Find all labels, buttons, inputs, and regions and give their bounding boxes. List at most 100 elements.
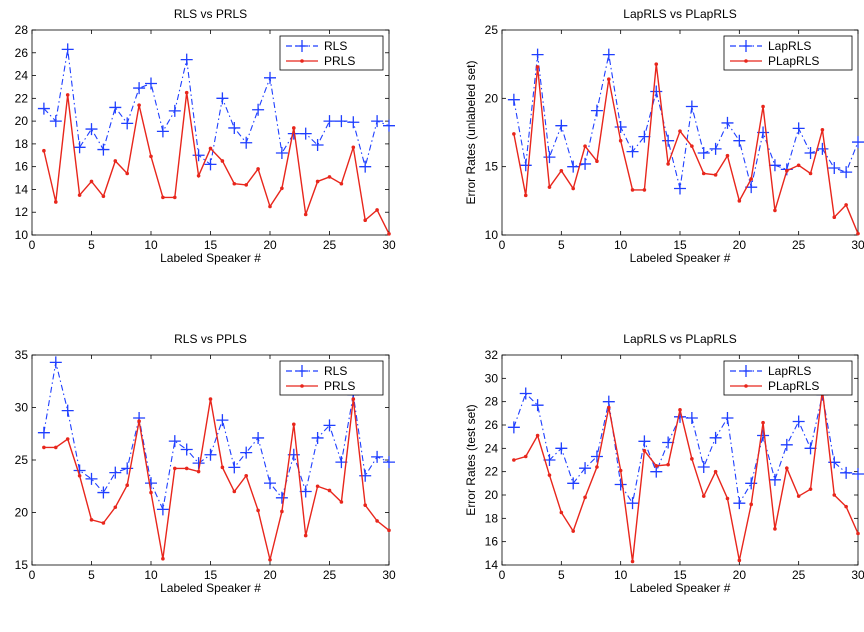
data-point-dot (220, 465, 225, 470)
data-point-plus (638, 435, 651, 448)
y-tick-label: 25 (15, 453, 29, 467)
data-point-plus (85, 472, 98, 485)
data-point-plus (614, 121, 627, 134)
data-point-dot (583, 495, 587, 500)
data-point-dot (844, 203, 848, 207)
x-tick-label: 30 (382, 568, 396, 582)
data-point-plus (97, 486, 110, 499)
data-point-plus (228, 121, 241, 134)
x-axis-label: Labeled Speaker # (630, 251, 731, 265)
x-tick-label: 10 (144, 238, 158, 252)
y-tick-label: 16 (485, 535, 499, 549)
series-line-1 (513, 54, 859, 189)
data-point-dot (618, 468, 623, 473)
data-point-plus (590, 104, 603, 117)
data-point-dot (54, 200, 58, 204)
data-point-dot (725, 496, 730, 501)
data-point-plus (543, 151, 556, 164)
data-point-plus (602, 48, 615, 61)
y-tick-label: 24 (485, 441, 499, 455)
data-point-plus (840, 466, 853, 479)
data-point-plus (37, 102, 50, 115)
data-point-dot (820, 127, 825, 132)
x-tick-label: 20 (263, 568, 277, 582)
data-point-plus (579, 462, 592, 475)
data-point-plus (662, 436, 675, 449)
data-point-plus (579, 157, 592, 170)
data-point-dot (832, 493, 837, 497)
data-point-plus (650, 465, 663, 478)
data-point-dot (280, 186, 284, 191)
data-point-dot (208, 146, 213, 151)
x-tick-label: 30 (851, 568, 864, 582)
legend-label: PRLS (324, 54, 355, 68)
data-point-dot (630, 188, 635, 192)
legend-marker-dot (744, 384, 748, 388)
data-point-plus (323, 115, 336, 128)
data-point-plus (555, 119, 568, 132)
data-point-plus (816, 142, 829, 155)
data-point-plus (852, 136, 864, 149)
data-point-plus (685, 100, 698, 113)
data-point-dot (749, 177, 753, 181)
data-point-dot (749, 502, 753, 507)
y-tick-label: 35 (15, 348, 29, 362)
data-point-dot (773, 208, 777, 213)
data-point-dot (523, 193, 528, 198)
legend-label: LapRLS (768, 364, 811, 378)
data-point-dot (184, 466, 189, 471)
data-point-dot (161, 556, 165, 561)
data-point-dot (327, 488, 332, 493)
legend-marker-dot (300, 384, 304, 388)
data-point-dot (737, 558, 742, 563)
data-point-dot (65, 437, 70, 441)
data-point-dot (149, 490, 153, 495)
y-tick-label: 22 (485, 465, 499, 479)
data-point-plus (531, 48, 544, 61)
data-point-dot (547, 473, 552, 477)
data-point-plus (733, 497, 746, 510)
x-tick-label: 0 (499, 238, 506, 252)
data-point-dot (737, 199, 742, 203)
legend-box (723, 360, 853, 396)
data-point-dot (101, 194, 106, 199)
data-point-dot (701, 494, 706, 498)
data-point-plus (49, 356, 62, 369)
x-tick-label: 0 (29, 238, 36, 252)
data-point-dot (149, 154, 153, 159)
data-point-dot (678, 129, 682, 133)
data-point-dot (220, 159, 225, 163)
data-point-dot (796, 163, 801, 168)
data-point-dot (339, 500, 344, 504)
data-point-dot (173, 195, 177, 200)
data-point-plus (180, 53, 193, 66)
data-point-plus (299, 485, 312, 498)
legend-marker-plus (296, 40, 308, 52)
y-tick-label: 24 (15, 69, 29, 83)
data-point-dot (42, 148, 46, 153)
data-point-dot (292, 422, 296, 427)
data-point-plus (804, 442, 817, 455)
data-point-dot (725, 153, 730, 158)
data-point-dot (559, 168, 564, 173)
data-point-plus (168, 104, 181, 117)
y-axis-label: Error Rates (test set) (464, 404, 478, 515)
data-point-dot (292, 126, 296, 130)
data-point-plus (359, 160, 372, 173)
data-point-plus (121, 117, 134, 130)
data-point-plus (61, 404, 74, 417)
data-point-plus (614, 478, 627, 491)
data-point-dot (77, 473, 82, 478)
chart-title: LapRLS vs PLapRLS (623, 332, 736, 346)
data-point-plus (323, 419, 336, 432)
data-point-dot (832, 215, 837, 220)
data-point-dot (523, 454, 528, 459)
data-point-dot (607, 405, 611, 410)
x-tick-label: 10 (144, 568, 158, 582)
x-tick-label: 0 (29, 568, 36, 582)
x-tick-label: 15 (673, 238, 687, 252)
y-tick-label: 14 (485, 558, 499, 572)
data-point-dot (339, 181, 344, 186)
data-point-plus (264, 477, 276, 490)
